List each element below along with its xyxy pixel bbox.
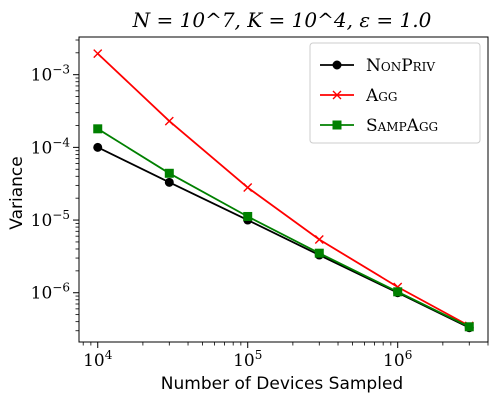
y-tick-label: 10−5 xyxy=(31,208,70,231)
y-axis-label: Variance xyxy=(7,156,27,229)
legend-label: SampAgg xyxy=(366,116,438,136)
data-point-sampagg xyxy=(164,168,174,178)
series-line-nonpriv xyxy=(97,146,470,329)
y-tick-label: 10−4 xyxy=(31,135,71,158)
legend-marker xyxy=(332,60,342,70)
legend-item-agg: Agg xyxy=(320,86,397,106)
series-sampagg xyxy=(93,124,474,332)
legend: NonPriv Agg SampAgg xyxy=(309,42,481,144)
data-point-sampagg xyxy=(93,124,103,134)
x-axis-label: Number of Devices Sampled xyxy=(161,374,403,394)
data-point-agg xyxy=(243,183,253,193)
legend-item-sampagg: SampAgg xyxy=(320,116,438,136)
chart-title: N = 10^7, K = 10^4, ε = 1.0 xyxy=(132,8,432,32)
legend-marker xyxy=(332,90,342,100)
data-point-sampagg xyxy=(314,248,324,258)
series-nonpriv xyxy=(93,142,474,333)
y-tick-label: 10−6 xyxy=(31,281,70,304)
y-axis: 10−6 10−5 10−4 10−3 xyxy=(31,39,79,332)
data-point-sampagg xyxy=(243,211,253,221)
data-point-nonpriv xyxy=(93,142,103,152)
legend-label: Agg xyxy=(365,86,397,106)
y-tick-label: 10−3 xyxy=(31,63,70,86)
plot-area xyxy=(78,36,489,343)
data-point-sampagg xyxy=(393,287,403,297)
series-line-sampagg xyxy=(97,128,470,328)
series-line-agg xyxy=(97,52,470,327)
data-point-agg xyxy=(164,116,174,126)
legend-marker xyxy=(332,120,342,130)
legend-item-nonpriv: NonPriv xyxy=(320,56,435,76)
legend-label: NonPriv xyxy=(366,56,435,76)
x-tick-label: 106 xyxy=(383,348,412,371)
x-axis: 104 105 106 xyxy=(82,342,489,371)
plot-frame xyxy=(78,36,489,343)
legend-frame xyxy=(309,42,481,144)
x-tick-label: 104 xyxy=(83,348,113,371)
x-tick-label: 105 xyxy=(233,348,262,371)
data-point-nonpriv xyxy=(164,177,174,187)
data-point-agg xyxy=(314,235,324,244)
data-point-sampagg xyxy=(464,322,474,332)
data-point-agg xyxy=(93,49,103,59)
